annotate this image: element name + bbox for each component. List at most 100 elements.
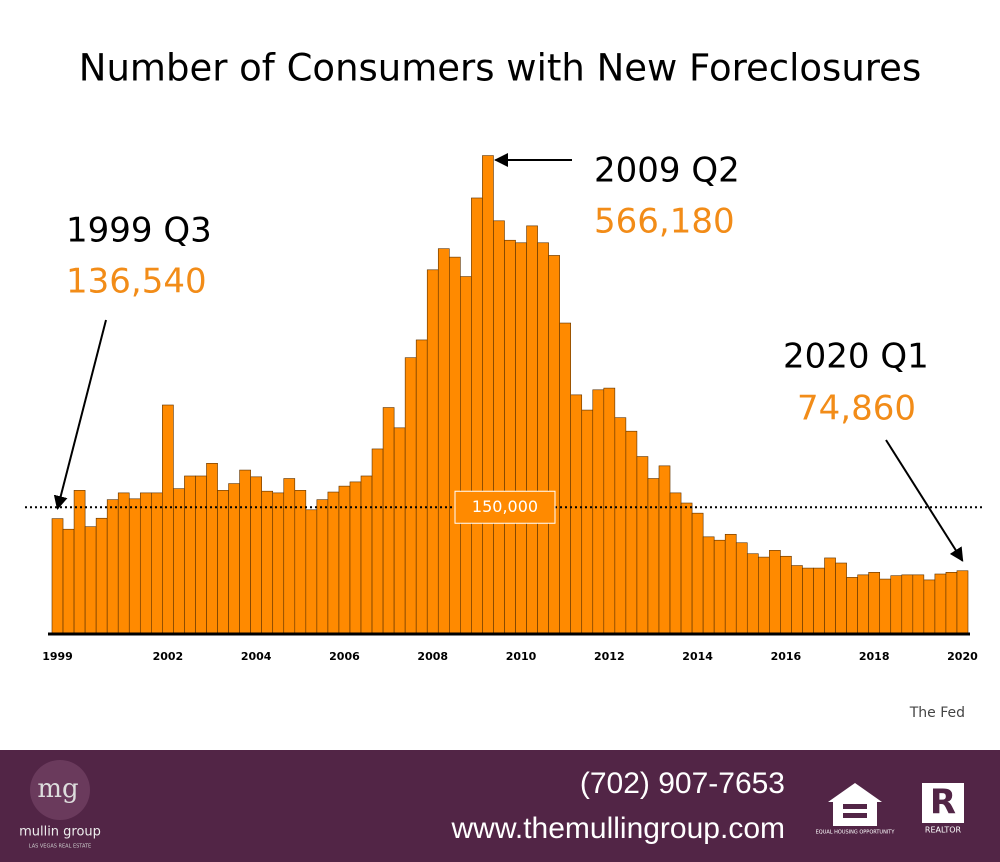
bar	[482, 155, 494, 635]
bar	[206, 463, 218, 635]
bar	[460, 276, 472, 635]
x-tick-label: 2018	[859, 650, 890, 663]
bar	[404, 357, 417, 635]
x-tick-label: 2012	[594, 650, 625, 663]
bar	[128, 498, 141, 635]
x-tick-label: 2008	[417, 650, 448, 663]
bar	[570, 394, 583, 635]
bar	[504, 239, 516, 635]
bar	[382, 407, 395, 635]
bar	[791, 565, 803, 635]
bar	[51, 518, 64, 635]
x-tick-label: 2020	[947, 650, 978, 663]
bar	[184, 475, 196, 635]
annotation-title: 2009 Q2	[594, 151, 740, 191]
bar	[217, 490, 229, 635]
bar	[437, 248, 450, 635]
bar	[769, 550, 781, 635]
bar	[349, 481, 362, 635]
x-tick-label: 2016	[771, 650, 802, 663]
bar	[658, 465, 671, 635]
bar	[559, 322, 571, 635]
bar	[713, 539, 726, 635]
bar	[537, 242, 549, 635]
bar	[106, 499, 119, 635]
bar	[272, 492, 285, 635]
bar	[95, 517, 108, 635]
bar	[680, 502, 693, 635]
bar	[846, 577, 858, 635]
bar	[735, 542, 748, 635]
bar	[923, 579, 936, 635]
bar	[945, 572, 958, 635]
bar	[162, 404, 174, 635]
bar	[868, 572, 881, 635]
phone: (702) 907-7653	[580, 767, 785, 800]
x-tick-label: 1999	[42, 650, 73, 663]
source: The Fed	[909, 705, 965, 721]
bar	[879, 578, 892, 635]
bar	[592, 389, 605, 635]
x-tick-label: 2006	[329, 650, 360, 663]
bar	[813, 567, 825, 635]
bar	[415, 339, 428, 635]
annotation-arrow	[885, 439, 964, 562]
bar	[614, 417, 627, 635]
bar	[835, 562, 847, 635]
bar	[305, 509, 318, 635]
bar	[912, 574, 925, 635]
x-tick-label: 2010	[506, 650, 537, 663]
bar	[84, 526, 97, 635]
bar	[151, 492, 163, 635]
bar	[261, 490, 274, 635]
bar	[371, 448, 384, 635]
bar	[73, 490, 86, 635]
reference-label-box	[454, 490, 556, 524]
x-tick-label: 2002	[153, 650, 184, 663]
bar	[471, 197, 483, 635]
bar	[702, 536, 715, 635]
bar	[746, 553, 759, 635]
annotation-arrow	[53, 319, 107, 510]
logo-circle	[30, 760, 90, 820]
logo: mg	[37, 774, 78, 804]
bar	[581, 409, 594, 635]
brand: mullin group	[19, 825, 101, 840]
bar	[824, 557, 836, 635]
bar	[239, 469, 251, 635]
bar	[934, 573, 947, 635]
realtor-label: REALTOR	[925, 826, 962, 835]
data-label: 566,180	[594, 202, 735, 242]
bar	[691, 512, 704, 635]
bar	[360, 475, 373, 635]
bar	[625, 430, 638, 635]
x-tick-label: 2014	[682, 650, 713, 663]
realtor-r: R	[930, 783, 956, 823]
bar	[294, 490, 307, 635]
bar	[393, 427, 406, 635]
bar	[669, 492, 682, 635]
tagline: LAS VEGAS REAL ESTATE	[29, 844, 91, 850]
x-tick-label: 2004	[241, 650, 272, 663]
bar	[283, 478, 296, 635]
bar	[139, 492, 152, 635]
equal-housing-bar	[843, 813, 867, 818]
realtor-icon	[922, 783, 964, 823]
bar	[62, 528, 75, 635]
bar	[802, 567, 814, 635]
bar	[890, 575, 903, 635]
bar	[515, 242, 527, 635]
bar	[548, 255, 560, 635]
website: www.themullingroup.com	[451, 812, 785, 845]
annotation-title: 2020 Q1	[783, 337, 929, 377]
bar	[426, 269, 439, 635]
annotation-title: 1999 Q3	[66, 211, 212, 251]
reference-label: 150,000	[472, 497, 538, 516]
bar	[250, 476, 262, 635]
data-label: 74,860	[797, 389, 916, 429]
bar	[228, 483, 240, 635]
equal-housing-bar	[843, 804, 867, 809]
bar	[449, 256, 461, 635]
bar	[724, 533, 737, 635]
